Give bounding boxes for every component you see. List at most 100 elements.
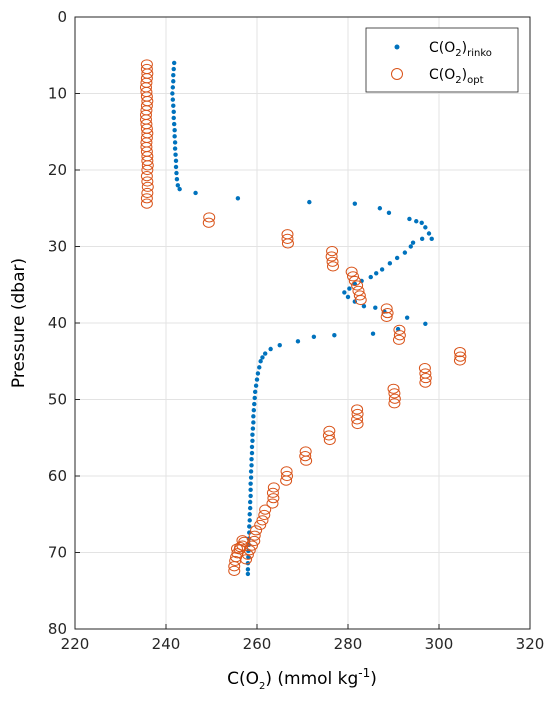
data-point-rinko bbox=[247, 518, 252, 523]
data-point-opt bbox=[254, 519, 267, 531]
data-point-rinko bbox=[268, 346, 273, 352]
data-point-rinko bbox=[394, 255, 400, 261]
data-point-opt bbox=[203, 212, 216, 223]
data-point-rinko bbox=[172, 146, 178, 151]
data-point-rinko bbox=[250, 438, 255, 444]
data-point-opt bbox=[256, 515, 269, 526]
data-point-rinko bbox=[307, 199, 312, 205]
data-point-rinko bbox=[171, 115, 176, 121]
data-point-opt bbox=[140, 171, 153, 182]
data-point-rinko bbox=[170, 91, 175, 96]
data-point-rinko bbox=[419, 236, 425, 242]
data-point-rinko bbox=[254, 377, 260, 382]
data-point-opt bbox=[351, 404, 364, 415]
data-point-rinko bbox=[377, 206, 383, 211]
y-tick-label: 80 bbox=[48, 620, 67, 638]
data-point-opt bbox=[259, 504, 272, 515]
data-point-rinko bbox=[249, 463, 254, 468]
data-point-opt bbox=[345, 266, 358, 277]
data-point-opt bbox=[418, 363, 431, 374]
data-point-opt bbox=[419, 377, 432, 388]
data-point-rinko bbox=[419, 220, 424, 225]
y-tick-label: 50 bbox=[48, 391, 67, 409]
legend-entry-opt: C(O2)opt bbox=[391, 67, 484, 86]
data-point-rinko bbox=[170, 97, 176, 102]
data-point-rinko bbox=[171, 60, 177, 66]
data-point-rinko bbox=[373, 305, 378, 310]
data-point-opt bbox=[281, 238, 294, 249]
data-point-opt bbox=[266, 487, 279, 498]
data-point-rinko bbox=[248, 481, 253, 486]
data-point-rinko bbox=[374, 271, 379, 276]
data-point-opt bbox=[141, 164, 154, 176]
data-point-rinko bbox=[368, 274, 373, 280]
data-point-opt bbox=[281, 233, 294, 244]
data-point-rinko bbox=[248, 475, 254, 480]
x-tick-label: 280 bbox=[334, 635, 363, 653]
data-point-opt bbox=[258, 509, 271, 521]
x-tick-label: 260 bbox=[243, 635, 272, 653]
data-point-rinko bbox=[245, 571, 251, 577]
data-point-rinko bbox=[249, 456, 254, 462]
data-point-rinko bbox=[262, 351, 268, 356]
data-point-opt bbox=[140, 198, 153, 209]
legend-box bbox=[365, 27, 519, 93]
data-point-opt bbox=[228, 565, 241, 576]
data-point-opt bbox=[351, 418, 364, 430]
data-point-opt bbox=[267, 493, 280, 504]
data-point-rinko bbox=[172, 128, 177, 133]
data-point-rinko bbox=[174, 176, 180, 182]
data-point-opt bbox=[454, 351, 467, 362]
data-point-rinko bbox=[311, 334, 317, 339]
data-point-rinko bbox=[235, 196, 241, 201]
data-point-rinko bbox=[250, 432, 255, 437]
data-point-rinko bbox=[332, 333, 337, 338]
data-point-rinko bbox=[172, 140, 178, 145]
data-point-rinko bbox=[173, 158, 179, 164]
y-tick-label: 0 bbox=[57, 8, 67, 26]
data-point-opt bbox=[393, 324, 406, 335]
data-point-opt bbox=[323, 434, 336, 446]
data-point-opt bbox=[351, 280, 364, 291]
data-point-opt bbox=[419, 372, 432, 384]
data-point-opt bbox=[140, 193, 153, 204]
data-point-rinko bbox=[174, 170, 179, 176]
data-point-opt bbox=[326, 256, 339, 267]
data-point-rinko bbox=[171, 72, 176, 78]
data-point-rinko bbox=[404, 315, 410, 320]
data-point-opt bbox=[453, 346, 466, 358]
data-point-rinko bbox=[426, 231, 432, 236]
data-point-opt bbox=[380, 303, 393, 314]
data-point-opt bbox=[141, 181, 154, 192]
data-point-rinko bbox=[247, 512, 252, 517]
legend-entry-rinko: C(O2)rinko bbox=[394, 40, 492, 59]
data-point-rinko bbox=[175, 183, 181, 188]
data-point-rinko bbox=[253, 383, 259, 388]
data-point-opt bbox=[392, 334, 405, 345]
data-point-opt bbox=[347, 271, 360, 282]
data-point-rinko bbox=[429, 236, 434, 242]
data-point-opt bbox=[354, 294, 367, 306]
x-tick-label: 220 bbox=[61, 635, 90, 653]
data-point-opt bbox=[322, 430, 335, 441]
data-point-rinko bbox=[171, 66, 176, 72]
data-point-opt bbox=[326, 261, 339, 272]
data-point-rinko bbox=[379, 267, 385, 272]
data-point-opt bbox=[453, 355, 466, 366]
data-point-rinko bbox=[177, 186, 182, 192]
data-point-opt bbox=[351, 414, 364, 425]
y-tick-label: 40 bbox=[48, 314, 67, 332]
data-point-opt bbox=[230, 543, 243, 554]
y-tick-label: 10 bbox=[48, 85, 67, 103]
data-point-opt bbox=[281, 470, 294, 482]
data-point-rinko bbox=[252, 389, 258, 395]
data-point-rinko bbox=[410, 240, 416, 245]
data-point-rinko bbox=[423, 225, 428, 230]
data-point-rinko bbox=[251, 414, 256, 419]
data-point-rinko bbox=[247, 499, 253, 505]
data-point-opt bbox=[280, 475, 293, 486]
data-point-opt bbox=[380, 311, 393, 322]
legend-label-rinko: C(O2)rinko bbox=[429, 40, 492, 59]
data-point-rinko bbox=[257, 365, 262, 370]
